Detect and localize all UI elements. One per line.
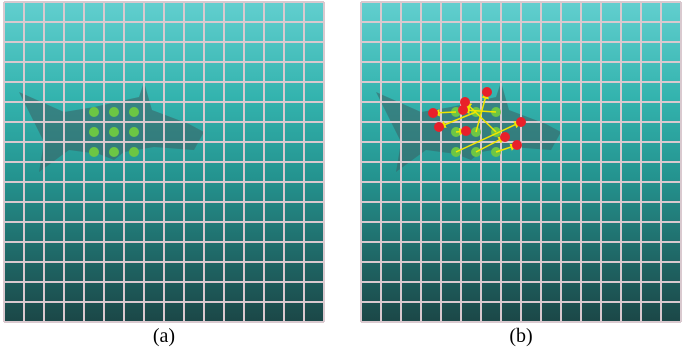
sampling-point [129,127,139,137]
panel-label: (a) [153,325,175,347]
deformed-point [512,140,522,150]
deformed-point [500,132,510,142]
panel-label: (b) [509,325,532,347]
sampling-point [109,127,119,137]
deformed-point [461,126,471,136]
sampling-point [129,147,139,157]
sampling-point [89,147,99,157]
sampling-points [89,107,139,157]
sampling-point [109,107,119,117]
sampling-point [129,107,139,117]
deformed-point [482,87,492,97]
sampling-point [89,107,99,117]
sampling-point [89,127,99,137]
panel-b [361,2,681,322]
figure: (a) (b) [0,0,682,358]
deformed-point [516,117,526,127]
panel-a [4,2,324,322]
deformed-point [428,108,438,118]
sampling-point [109,147,119,157]
deformed-point [434,122,444,132]
deformed-point [460,97,470,107]
